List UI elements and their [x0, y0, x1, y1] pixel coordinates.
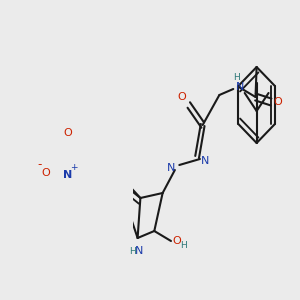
Text: O: O — [172, 236, 181, 246]
Text: O: O — [41, 168, 50, 178]
Text: N: N — [135, 246, 143, 256]
Text: +: + — [70, 163, 77, 172]
Text: O: O — [178, 92, 187, 102]
Text: N: N — [167, 163, 176, 173]
Text: N: N — [63, 170, 72, 180]
Text: H: H — [180, 242, 187, 250]
Text: N: N — [236, 82, 244, 92]
Text: N: N — [201, 156, 209, 166]
Text: O: O — [63, 128, 72, 138]
Text: H: H — [129, 247, 135, 256]
Text: -: - — [37, 158, 41, 172]
Text: H: H — [233, 73, 239, 82]
Text: O: O — [273, 97, 282, 107]
